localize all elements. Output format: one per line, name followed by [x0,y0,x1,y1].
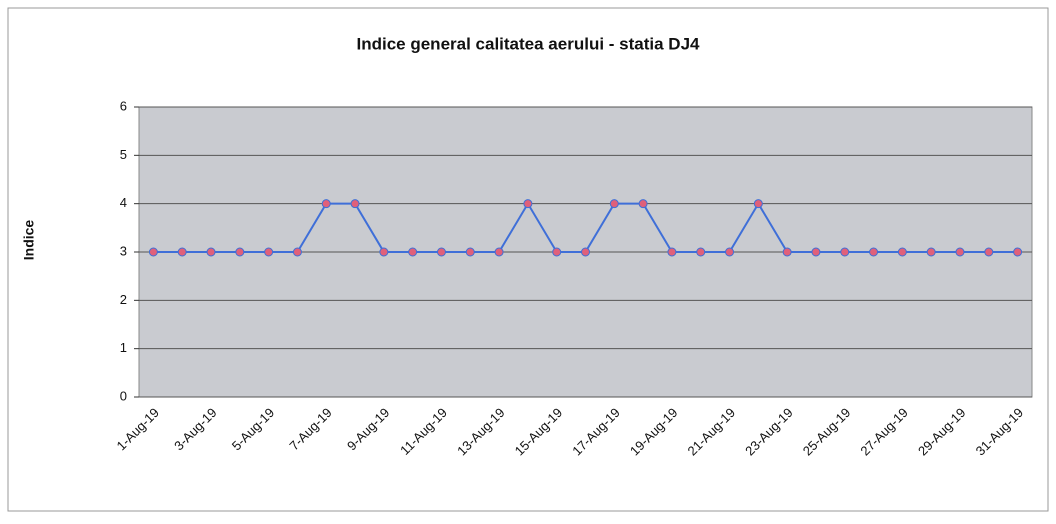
data-point [926,247,936,257]
y-tick-label: 4 [120,195,127,210]
data-point [292,247,302,257]
chart-title: Indice general calitatea aerului - stati… [357,34,701,53]
data-point [465,247,475,257]
data-point [436,247,446,257]
y-tick-label: 1 [120,340,127,355]
data-point [609,199,619,209]
data-point [897,247,907,257]
data-point [148,247,158,257]
data-point [321,199,331,209]
y-tick-label: 3 [120,243,127,258]
data-point [638,199,648,209]
data-point [840,247,850,257]
data-point [264,247,274,257]
data-point [206,247,216,257]
y-axis-label: Indice [21,220,37,261]
data-point [379,247,389,257]
y-tick-label: 0 [120,388,127,403]
data-point [177,247,187,257]
data-point [350,199,360,209]
y-tick-label: 5 [120,147,127,162]
y-tick-label: 2 [120,292,127,307]
data-point [235,247,245,257]
data-point [408,247,418,257]
data-point [955,247,965,257]
data-point [494,247,504,257]
data-point [869,247,879,257]
data-point [696,247,706,257]
data-point [753,199,763,209]
data-point [552,247,562,257]
data-point [581,247,590,257]
data-point [1013,247,1023,257]
y-tick-label: 6 [120,98,127,113]
data-point [811,247,821,257]
data-point [725,247,735,257]
data-point [523,199,533,209]
data-point [782,247,792,257]
data-point [667,247,677,257]
data-point [984,247,994,257]
